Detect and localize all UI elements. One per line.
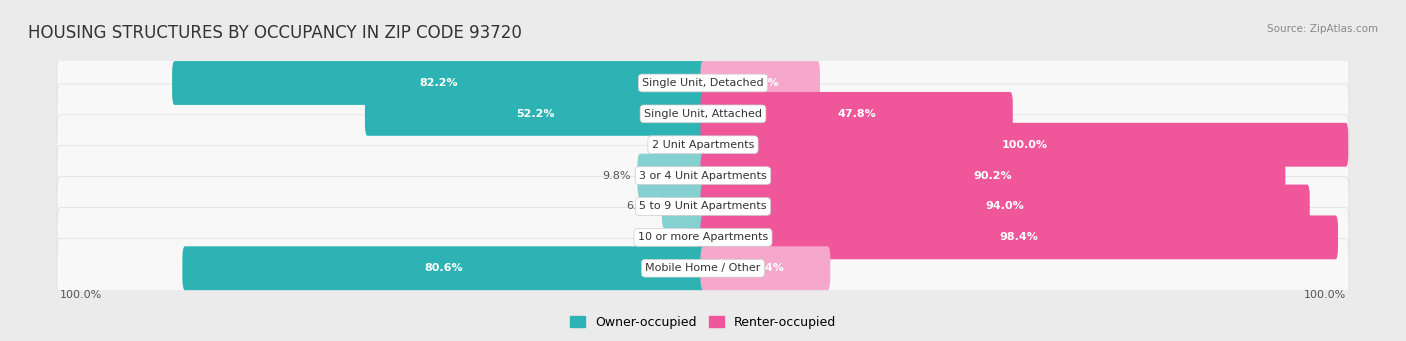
Text: 100.0%: 100.0% — [1303, 290, 1346, 300]
FancyBboxPatch shape — [366, 92, 706, 136]
FancyBboxPatch shape — [662, 184, 706, 228]
FancyBboxPatch shape — [637, 154, 706, 197]
Text: 94.0%: 94.0% — [986, 202, 1025, 211]
Text: 2 Unit Apartments: 2 Unit Apartments — [652, 140, 754, 150]
FancyBboxPatch shape — [58, 146, 1348, 206]
FancyBboxPatch shape — [183, 246, 706, 290]
Legend: Owner-occupied, Renter-occupied: Owner-occupied, Renter-occupied — [565, 311, 841, 334]
Text: Single Unit, Detached: Single Unit, Detached — [643, 78, 763, 88]
Text: Mobile Home / Other: Mobile Home / Other — [645, 263, 761, 273]
Text: 5 to 9 Unit Apartments: 5 to 9 Unit Apartments — [640, 202, 766, 211]
FancyBboxPatch shape — [700, 184, 1310, 228]
Text: 100.0%: 100.0% — [60, 290, 103, 300]
Text: 19.4%: 19.4% — [747, 263, 785, 273]
FancyBboxPatch shape — [58, 53, 1348, 113]
Text: 100.0%: 100.0% — [1001, 140, 1047, 150]
Text: 9.8%: 9.8% — [602, 170, 630, 181]
Text: 17.8%: 17.8% — [741, 78, 779, 88]
FancyBboxPatch shape — [58, 115, 1348, 175]
FancyBboxPatch shape — [690, 216, 706, 259]
FancyBboxPatch shape — [700, 92, 1012, 136]
FancyBboxPatch shape — [700, 154, 1285, 197]
FancyBboxPatch shape — [700, 123, 1348, 167]
FancyBboxPatch shape — [700, 216, 1339, 259]
Text: 6.0%: 6.0% — [627, 202, 655, 211]
FancyBboxPatch shape — [58, 207, 1348, 267]
FancyBboxPatch shape — [58, 177, 1348, 236]
Text: 47.8%: 47.8% — [837, 109, 876, 119]
Text: 80.6%: 80.6% — [425, 263, 464, 273]
FancyBboxPatch shape — [58, 84, 1348, 144]
FancyBboxPatch shape — [172, 61, 706, 105]
Text: 10 or more Apartments: 10 or more Apartments — [638, 232, 768, 242]
Text: 52.2%: 52.2% — [516, 109, 554, 119]
Text: 82.2%: 82.2% — [419, 78, 458, 88]
FancyBboxPatch shape — [700, 246, 831, 290]
FancyBboxPatch shape — [700, 61, 820, 105]
Text: Source: ZipAtlas.com: Source: ZipAtlas.com — [1267, 24, 1378, 34]
Text: 3 or 4 Unit Apartments: 3 or 4 Unit Apartments — [640, 170, 766, 181]
Text: 0.0%: 0.0% — [665, 140, 693, 150]
FancyBboxPatch shape — [58, 238, 1348, 298]
Text: Single Unit, Attached: Single Unit, Attached — [644, 109, 762, 119]
Text: 98.4%: 98.4% — [1000, 232, 1039, 242]
Text: 1.6%: 1.6% — [655, 232, 683, 242]
Text: HOUSING STRUCTURES BY OCCUPANCY IN ZIP CODE 93720: HOUSING STRUCTURES BY OCCUPANCY IN ZIP C… — [28, 24, 522, 42]
Text: 90.2%: 90.2% — [973, 170, 1012, 181]
